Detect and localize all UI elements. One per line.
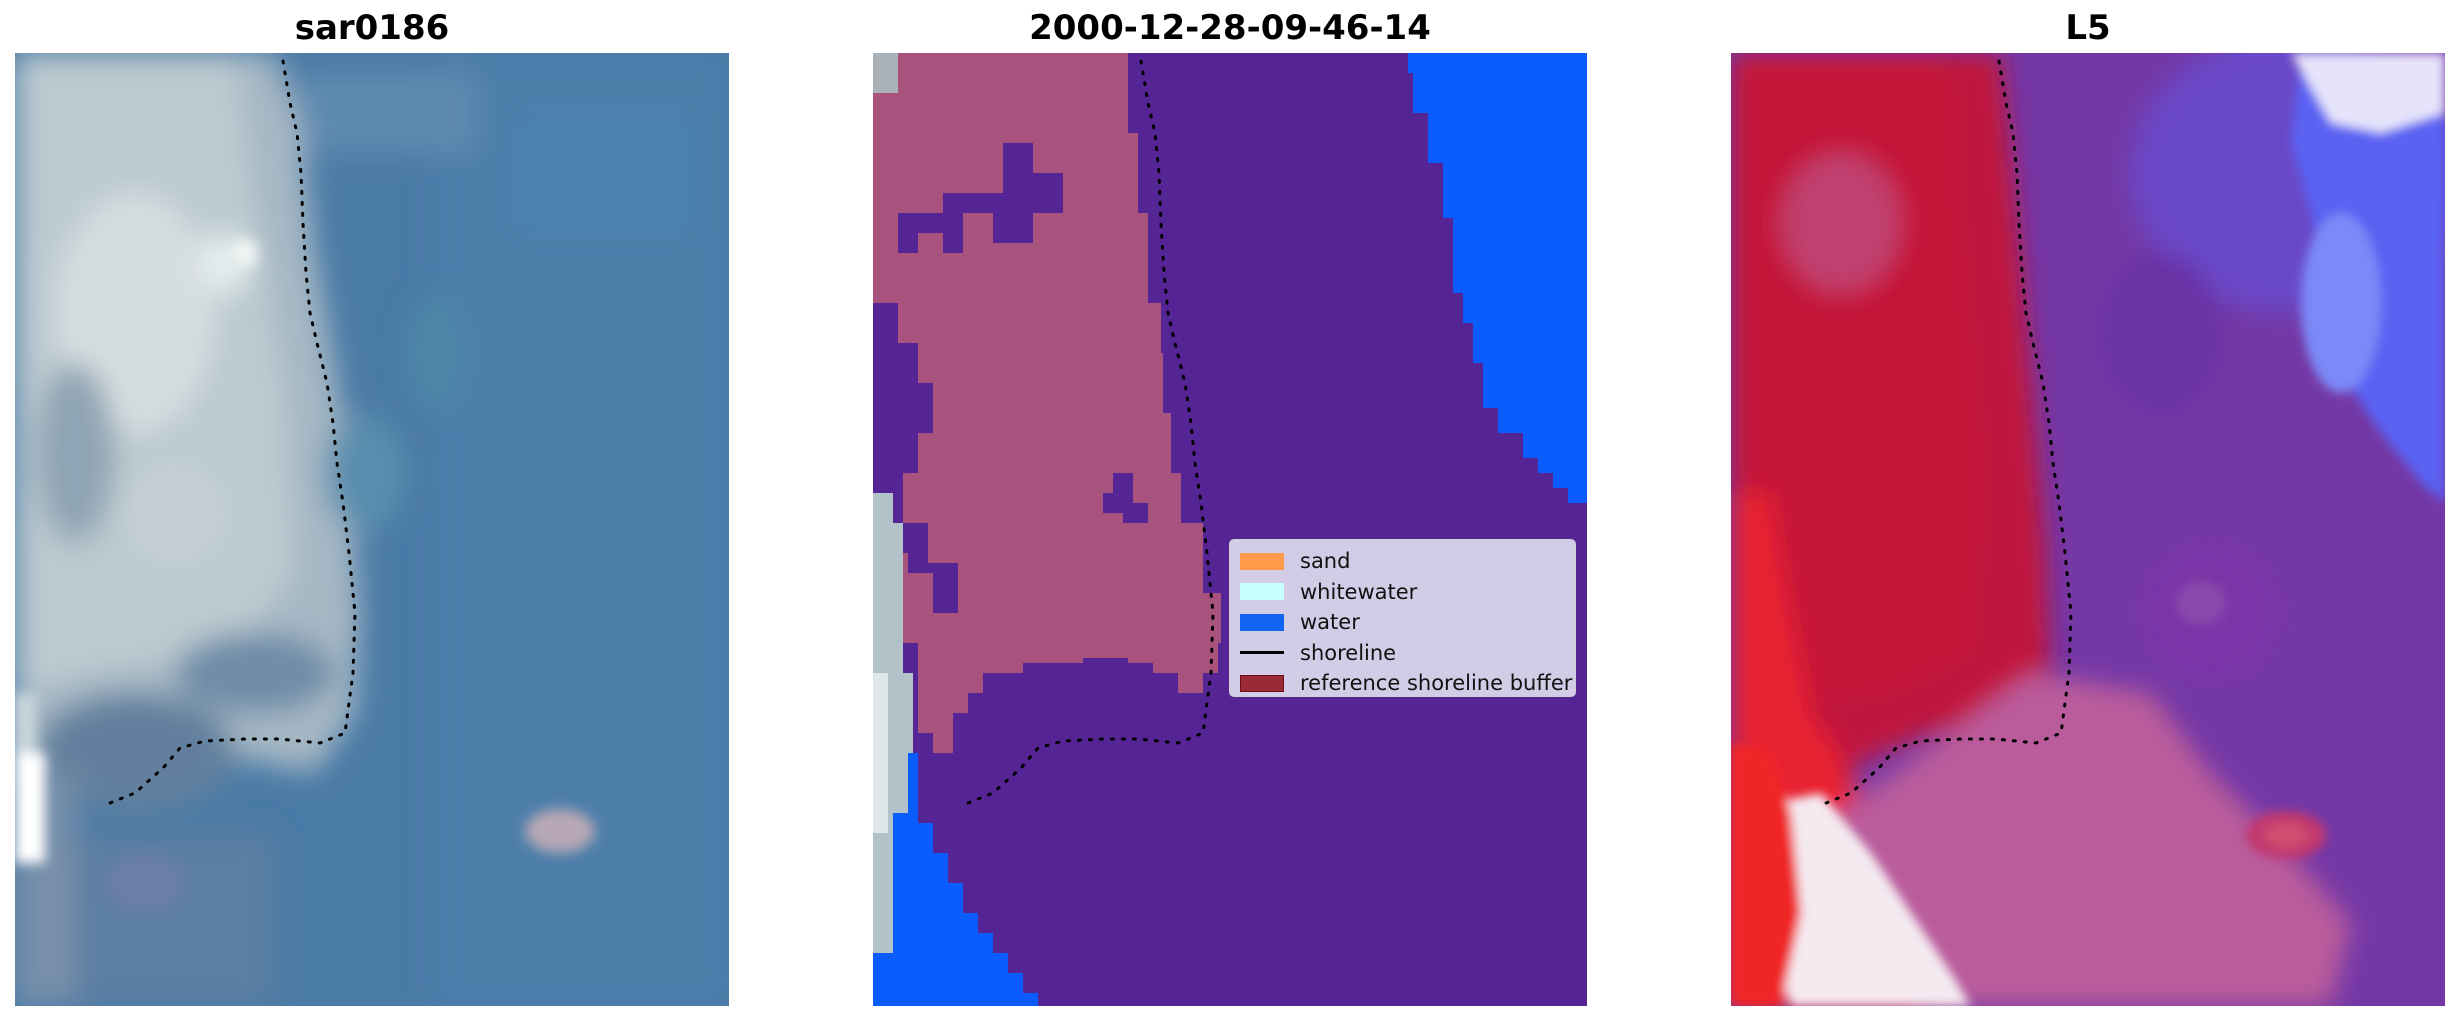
panel-title-3: L5 bbox=[2065, 8, 2111, 48]
legend-item-shoreline: shoreline bbox=[1240, 638, 1575, 669]
legend-swatch-whitewater bbox=[1240, 583, 1284, 601]
legend-item-whitewater: whitewater bbox=[1240, 577, 1575, 608]
legend-label-sand: sand bbox=[1300, 549, 1351, 574]
legend-label-shoreline: shoreline bbox=[1300, 640, 1397, 665]
legend-swatch-shoreline bbox=[1240, 651, 1284, 655]
shoreline-overlay bbox=[966, 59, 1215, 805]
legend-item-reference-shoreline-buffer: reference shoreline buffer bbox=[1240, 668, 1575, 699]
panel-title-1: sar0186 bbox=[294, 8, 450, 48]
panel-title-2: 2000-12-28-09-46-14 bbox=[1029, 8, 1431, 48]
legend-swatch-sand bbox=[1240, 552, 1284, 570]
classified-image-panel bbox=[873, 53, 1587, 1006]
legend-item-water: water bbox=[1240, 607, 1575, 638]
classified-image bbox=[873, 53, 1587, 1006]
rgb-image bbox=[15, 53, 729, 1006]
legend-label-reference-shoreline-buffer: reference shoreline buffer bbox=[1300, 671, 1573, 696]
shoreline-overlay bbox=[108, 59, 357, 805]
legend-swatch-water bbox=[1240, 613, 1284, 631]
rgb-image-panel bbox=[15, 53, 729, 1006]
legend-item-sand: sand bbox=[1240, 546, 1575, 577]
legend: sand whitewater water shoreline referenc… bbox=[1229, 539, 1576, 697]
index-image bbox=[1731, 53, 2445, 1006]
legend-label-water: water bbox=[1300, 610, 1360, 635]
legend-swatch-reference-shoreline-buffer bbox=[1240, 674, 1284, 692]
shoreline-overlay bbox=[1824, 59, 2073, 805]
legend-label-whitewater: whitewater bbox=[1300, 579, 1418, 604]
index-image-panel bbox=[1731, 53, 2445, 1006]
